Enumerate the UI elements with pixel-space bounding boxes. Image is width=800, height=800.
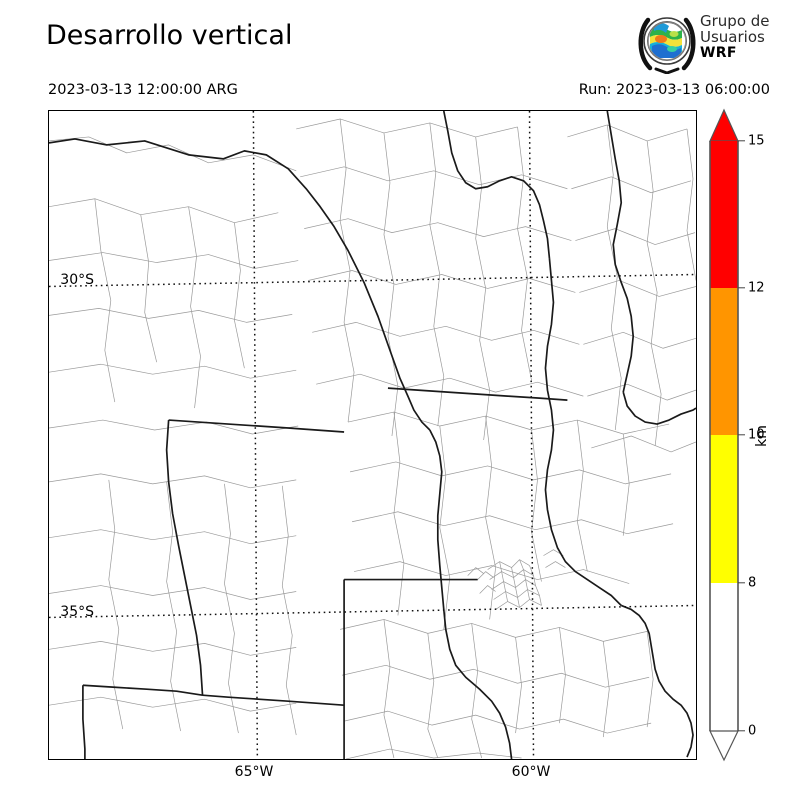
colorbar-band-red bbox=[710, 141, 738, 288]
map-plot-area[interactable] bbox=[48, 110, 697, 760]
colorbar-band-orange bbox=[710, 288, 738, 435]
colorbar-outline bbox=[709, 141, 739, 731]
run-time-label: Run: 2023-03-13 06:00:00 bbox=[578, 82, 770, 98]
wrf-globe-emblem bbox=[638, 17, 696, 74]
graticule-lon-60W bbox=[528, 111, 535, 759]
colorbar[interactable] bbox=[709, 108, 739, 762]
ytick-label-35S: 35°S bbox=[60, 604, 94, 620]
colorbar-tickmark-10 bbox=[738, 434, 745, 436]
valid-time-label: 2023-03-13 12:00:00 ARG bbox=[48, 82, 238, 98]
department-boundaries bbox=[49, 118, 696, 759]
logo-line-3: WRF bbox=[700, 45, 737, 61]
graticule-lat-35S bbox=[49, 604, 696, 619]
xtick-label-60W: 60°W bbox=[511, 764, 551, 780]
colorbar-extend-top bbox=[709, 108, 739, 142]
colorbar-tick-10: 10 bbox=[748, 427, 765, 443]
colorbar-band-yellow bbox=[710, 435, 738, 583]
page-title: Desarrollo vertical bbox=[46, 20, 293, 51]
colorbar-tick-15: 15 bbox=[748, 133, 765, 149]
ytick-label-30S: 30°S bbox=[60, 272, 94, 288]
colorbar-tick-8: 8 bbox=[748, 575, 757, 591]
colorbar-tick-0: 0 bbox=[748, 723, 757, 739]
colorbar-axis-label: km bbox=[754, 425, 770, 447]
colorbar-tickmark-0 bbox=[738, 730, 745, 732]
logo-line-2: Usuarios bbox=[700, 28, 765, 46]
colorbar-tick-12: 12 bbox=[748, 280, 765, 296]
logo-line-1: Grupo de bbox=[700, 12, 770, 30]
xtick-label-65W: 65°W bbox=[234, 764, 274, 780]
logo-text: Grupo de Usuarios WRF bbox=[700, 13, 770, 61]
colorbar-tickmark-15 bbox=[738, 140, 745, 142]
map-geometry bbox=[49, 111, 696, 759]
graticule-lines bbox=[49, 111, 696, 759]
wrf-user-group-logo: Grupo de Usuarios WRF bbox=[636, 12, 788, 74]
colorbar-tickmark-12 bbox=[738, 287, 745, 289]
graticule-lon-65W bbox=[252, 111, 259, 759]
colorbar-band-white bbox=[710, 583, 738, 731]
province-boundaries bbox=[49, 111, 696, 759]
graticule-lat-30S bbox=[49, 273, 696, 288]
colorbar-bands bbox=[709, 108, 739, 762]
colorbar-extend-bottom bbox=[709, 730, 739, 762]
colorbar-tickmark-8 bbox=[738, 582, 745, 584]
